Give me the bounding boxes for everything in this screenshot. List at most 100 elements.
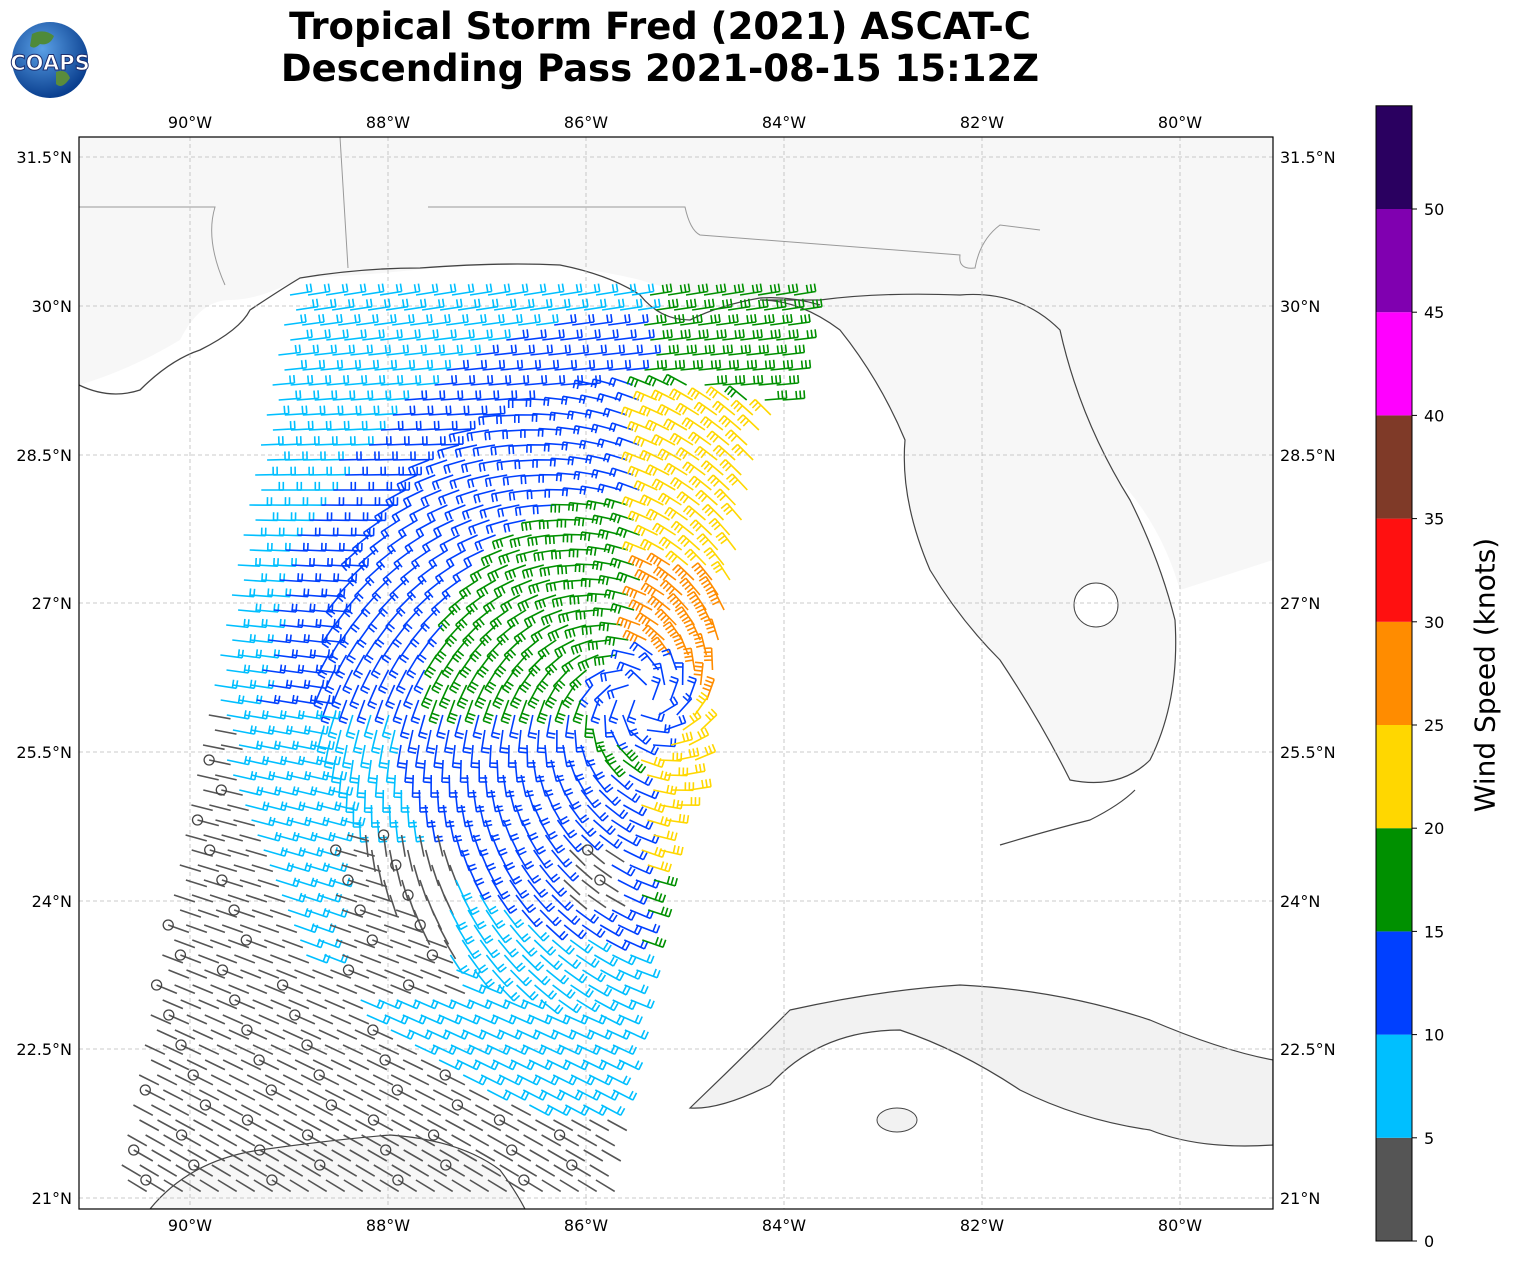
wind-barb — [306, 1044, 328, 1056]
lat-label-right: 30°N — [1280, 297, 1320, 316]
wind-barb — [150, 1014, 172, 1025]
wind-barb — [500, 359, 524, 371]
wind-barb — [342, 669, 354, 695]
wind-barb — [570, 639, 593, 655]
calm-circle — [240, 934, 252, 946]
wind-barb — [562, 533, 586, 543]
wind-barb — [325, 1179, 346, 1193]
wind-barb — [330, 1014, 352, 1025]
wind-barb — [611, 819, 635, 833]
wind-barb — [597, 574, 623, 586]
wind-barb — [516, 984, 539, 1001]
calm-circle — [330, 844, 342, 856]
wind-barb — [517, 1119, 538, 1132]
wind-barb — [372, 1029, 394, 1040]
wind-barb — [174, 939, 196, 949]
wind-barb — [480, 549, 503, 567]
wind-barb — [487, 283, 511, 296]
wind-barb — [275, 831, 300, 842]
wind-barb — [388, 804, 399, 828]
colorbar-tick-label: 10 — [1424, 1026, 1444, 1045]
calm-circle — [582, 844, 594, 856]
wind-barb — [269, 909, 292, 918]
wind-barb — [702, 675, 715, 701]
wind-barb — [311, 877, 337, 888]
wind-barb — [529, 1104, 554, 1117]
wind-barb — [595, 1134, 616, 1147]
wind-barb — [639, 538, 665, 551]
wind-barb — [577, 1134, 598, 1147]
wind-barb — [493, 298, 517, 311]
wind-barb — [359, 909, 382, 918]
wind-barb — [464, 405, 488, 416]
wind-barb — [617, 879, 642, 891]
wind-barb — [198, 954, 220, 964]
wind-barb — [599, 924, 624, 937]
wind-barb — [589, 1119, 610, 1132]
wind-barb — [528, 579, 551, 595]
wind-barb — [498, 1074, 524, 1086]
wind-barb — [433, 744, 443, 769]
wind-barb — [151, 1104, 172, 1117]
colorbar-segment — [1376, 1137, 1412, 1241]
wind-barb — [240, 1014, 262, 1025]
wind-barb — [656, 403, 682, 416]
wind-barb — [359, 864, 382, 873]
wind-barb — [384, 969, 406, 979]
wind-barb — [425, 729, 436, 754]
wind-barb — [349, 684, 360, 710]
colorbar-tick-label: 30 — [1424, 613, 1444, 632]
lat-label-right: 22.5°N — [1280, 1040, 1336, 1059]
wind-barb — [601, 298, 625, 311]
calm-circle — [215, 784, 227, 796]
wind-barb — [616, 616, 641, 630]
wind-barb — [799, 298, 823, 311]
wind-barb — [618, 1014, 643, 1025]
wind-barb — [574, 819, 597, 837]
wind-barb — [527, 924, 550, 942]
wind-barb — [552, 669, 570, 693]
wind-barb — [572, 379, 597, 390]
wind-barb — [476, 390, 500, 401]
wind-barb — [151, 1149, 172, 1162]
wind-barb — [216, 954, 238, 964]
wind-barb — [227, 894, 250, 903]
wind-barb — [366, 1059, 388, 1071]
wind-barb — [374, 313, 397, 326]
wind-barb — [693, 401, 718, 416]
colorbar-segment — [1376, 312, 1412, 416]
wind-barb — [319, 1164, 340, 1177]
lon-label-bottom: 82°W — [960, 1216, 1004, 1235]
wind-barb — [367, 684, 378, 710]
wind-barb — [221, 924, 244, 934]
wind-barb — [623, 894, 649, 905]
wind-barb — [398, 329, 421, 341]
wind-barb — [710, 344, 734, 356]
wind-barb — [705, 386, 730, 401]
wind-barb — [186, 969, 208, 979]
wind-barb — [409, 504, 430, 523]
wind-barb — [521, 954, 545, 972]
wind-barb — [630, 998, 655, 1009]
wind-barb — [567, 501, 592, 512]
wind-barb — [644, 359, 668, 371]
wind-barb — [656, 344, 680, 356]
wind-barb — [238, 694, 263, 705]
wind-barb — [572, 699, 584, 725]
wind-barb — [623, 804, 648, 817]
wind-barb — [564, 624, 587, 639]
wind-barb — [187, 1104, 208, 1117]
wind-barb — [374, 405, 398, 416]
wind-barb — [641, 846, 666, 859]
wind-barb — [283, 1119, 304, 1132]
wind-barb — [438, 1059, 464, 1071]
wind-barb — [276, 1059, 298, 1071]
wind-barb — [420, 684, 433, 710]
wind-barb — [665, 813, 690, 824]
wind-barb — [479, 504, 502, 519]
wind-barb — [592, 607, 617, 617]
wind-barb — [703, 547, 725, 566]
wind-barb — [264, 1029, 286, 1040]
wind-barb — [488, 375, 512, 386]
wind-barb — [480, 1074, 506, 1086]
